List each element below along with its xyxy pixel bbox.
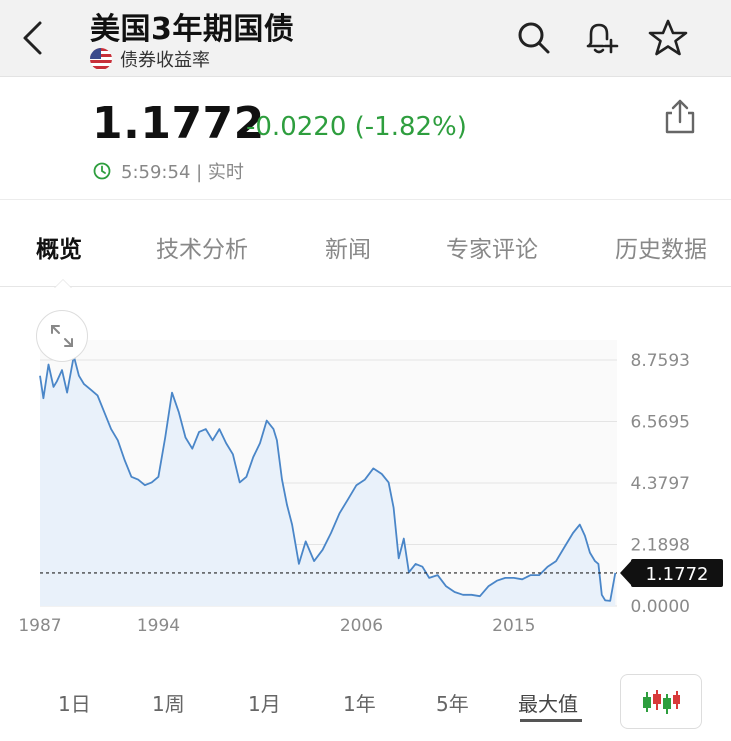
share-button[interactable] (660, 96, 700, 136)
favorite-button[interactable] (648, 16, 688, 60)
x-tick-label: 2006 (340, 616, 383, 636)
star-icon (648, 19, 688, 56)
y-tick-label: 0.0000 (631, 597, 690, 617)
section-tabs: 概览 技术分析 新闻 专家评论 历史数据 (0, 199, 731, 288)
tab-news[interactable]: 新闻 (325, 237, 371, 263)
current-value-badge-pointer (620, 559, 632, 586)
price-chart[interactable]: 8.7593 6.5695 4.3797 2.1898 0.0000 1987 1994 20… (0, 288, 731, 658)
last-price: 1.1772 (92, 98, 265, 149)
y-tick-label: 6.5695 (631, 412, 690, 432)
quote-time: 5:59:54 | 实时 (93, 158, 244, 184)
instrument-type-label: 债券收益率 (120, 50, 210, 71)
period-1w[interactable]: 1周 (152, 692, 185, 716)
top-bar: 美国3年期国债 债券收益率 (0, 0, 731, 77)
period-selector: 1日 1周 1月 1年 5年 最大值 (0, 666, 731, 741)
tab-expert-commentary[interactable]: 专家评论 (446, 237, 538, 263)
add-alert-button[interactable] (580, 16, 620, 60)
clock-icon (93, 162, 111, 180)
bell-plus-icon (586, 23, 619, 54)
tab-overview[interactable]: 概览 (36, 237, 82, 263)
current-value-badge (631, 558, 723, 587)
chevron-left-icon (23, 21, 42, 55)
active-tab-indicator (54, 279, 72, 288)
y-tick-label: 8.7593 (631, 351, 690, 371)
back-button[interactable] (14, 18, 50, 58)
candlestick-icon (643, 689, 680, 714)
chart-svg: 8.7593 6.5695 4.3797 2.1898 0.0000 1987 1994 20… (18, 340, 723, 636)
period-1d[interactable]: 1日 (58, 692, 91, 716)
y-tick-label: 2.1898 (631, 536, 690, 556)
period-5y[interactable]: 5年 (436, 692, 469, 716)
period-1m[interactable]: 1月 (248, 692, 281, 716)
active-period-indicator (520, 719, 582, 722)
period-1y[interactable]: 1年 (343, 692, 376, 716)
price-change: -0.0220 (-1.82%) (246, 112, 467, 142)
y-tick-label: 4.3797 (631, 474, 690, 494)
period-max[interactable]: 最大值 (518, 692, 578, 716)
page-title: 美国3年期国债 (90, 12, 295, 47)
x-tick-label: 1987 (18, 616, 61, 636)
share-icon (665, 99, 695, 134)
series-area (40, 356, 616, 606)
expand-icon (51, 325, 73, 347)
us-flag-icon (90, 48, 112, 70)
tab-historical-data[interactable]: 历史数据 (615, 237, 707, 263)
current-value-label: 1.1772 (646, 564, 709, 585)
quote-header: 1.1772 -0.0220 (-1.82%) 5:59:54 | 实时 (0, 78, 731, 198)
quote-time-label: 5:59:54 | 实时 (121, 162, 244, 183)
chart-type-button[interactable] (620, 674, 702, 729)
search-icon (518, 22, 550, 54)
search-button[interactable] (514, 16, 554, 60)
instrument-type: 债券收益率 (90, 46, 210, 72)
x-tick-label: 1994 (137, 616, 180, 636)
x-tick-label: 2015 (492, 616, 535, 636)
series-line (39, 355, 617, 602)
tab-technical-analysis[interactable]: 技术分析 (156, 237, 248, 263)
fullscreen-button[interactable] (36, 310, 88, 362)
